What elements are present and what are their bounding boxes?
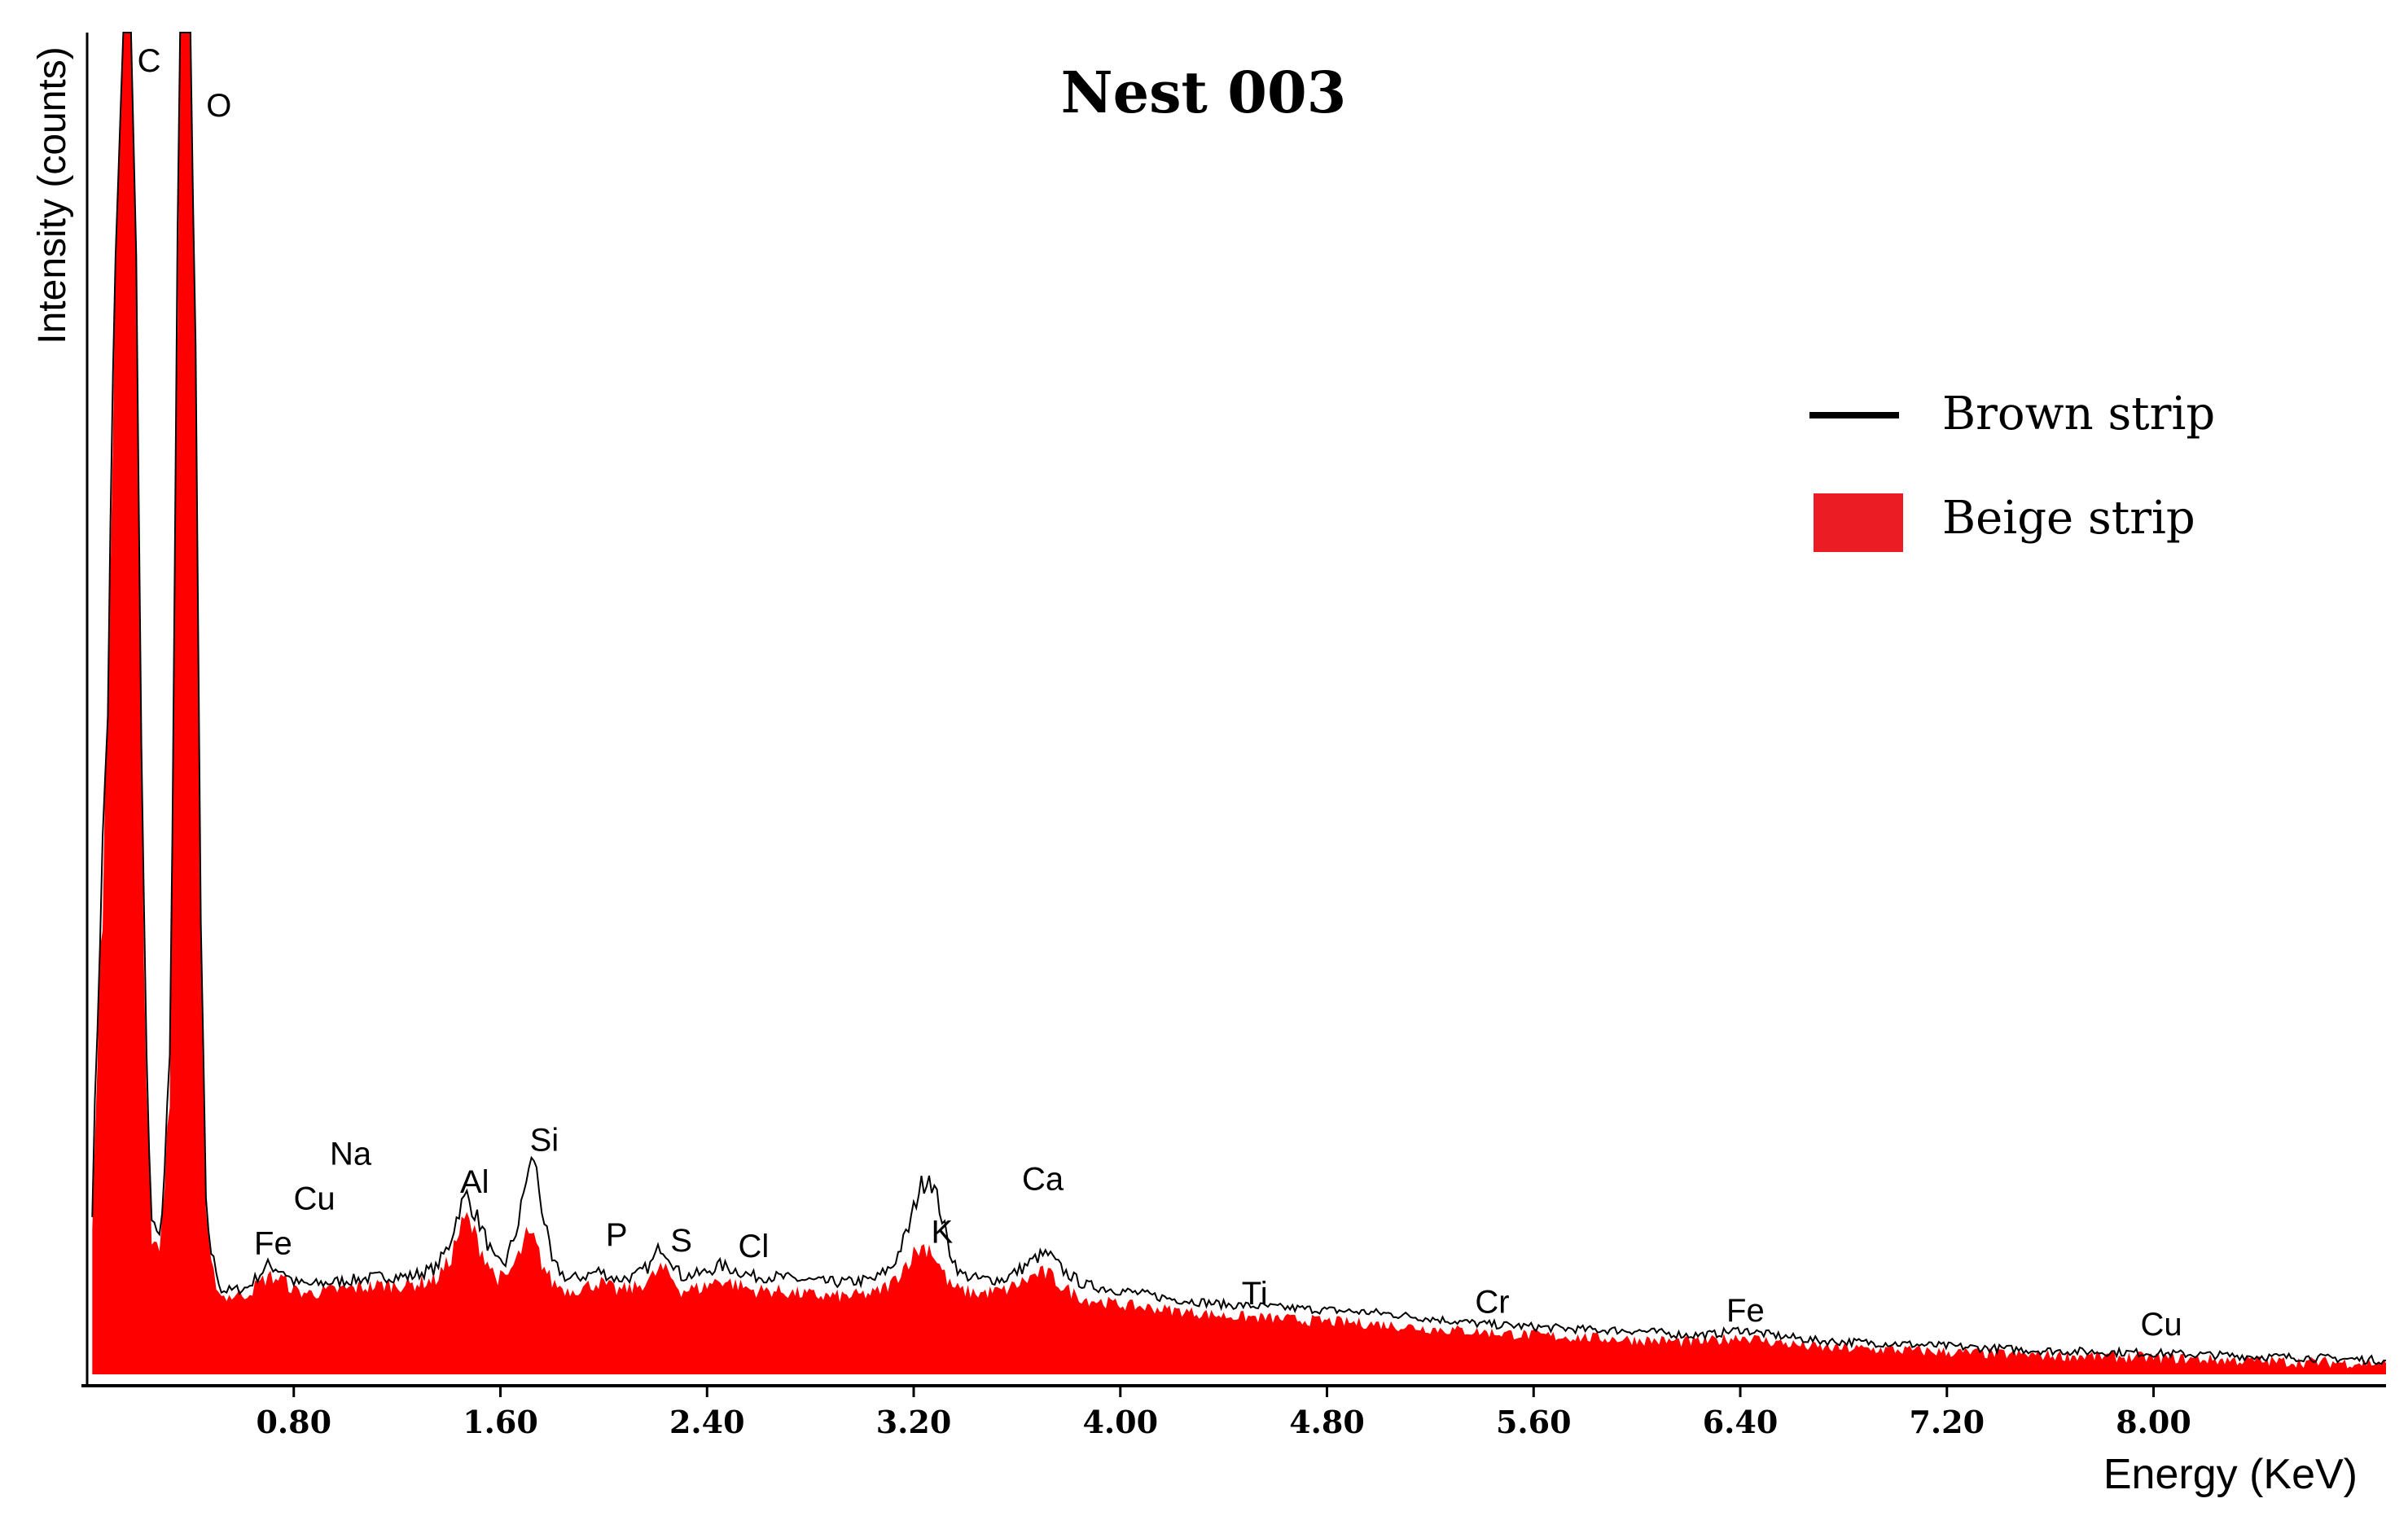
legend: Brown strip Beige strip xyxy=(1809,388,2215,552)
series-area-beige-strip xyxy=(92,33,2386,1374)
peak-label-ti: Ti xyxy=(1242,1276,1268,1312)
y-axis-label: Intensity (counts) xyxy=(31,46,74,344)
peak-label-o: O xyxy=(206,88,231,124)
x-tick-label: 3.20 xyxy=(876,1404,952,1440)
brown-strip-line-layer xyxy=(91,32,2387,1365)
peak-label-ca: Ca xyxy=(1022,1161,1064,1197)
peak-label-p: P xyxy=(606,1217,628,1253)
x-tick-layer: 0.80 1.60 2.40 3.20 4.00 4.80 5.60 6.40 7.20 8.00 xyxy=(256,1386,2191,1440)
x-tick-label: 7.20 xyxy=(1909,1404,1985,1440)
legend-swatch-beige-strip xyxy=(1814,493,1903,552)
peak-label-k: K xyxy=(932,1215,954,1251)
x-tick-label: 8.00 xyxy=(2116,1404,2191,1440)
x-tick-label: 2.40 xyxy=(669,1404,745,1440)
peak-label-cl: Cl xyxy=(738,1229,769,1264)
peak-label-na: Na xyxy=(330,1137,372,1172)
peak-label-c: C xyxy=(138,43,161,79)
x-tick-label: 4.80 xyxy=(1289,1404,1365,1440)
peak-label-al: Al xyxy=(460,1164,489,1200)
peak-label-si: Si xyxy=(530,1122,559,1158)
peak-label-fe: Fe xyxy=(1726,1293,1765,1329)
series-line-brown-strip xyxy=(91,32,2387,1365)
legend-label-brown-strip: Brown strip xyxy=(1942,388,2215,440)
x-axis-label: Energy (KeV) xyxy=(2103,1451,2358,1498)
legend-label-beige-strip: Beige strip xyxy=(1942,492,2195,545)
peak-label-cu: Cu xyxy=(2140,1307,2182,1343)
x-tick-label: 0.80 xyxy=(256,1404,331,1440)
peak-label-cr: Cr xyxy=(1475,1284,1509,1320)
x-tick-label: 6.40 xyxy=(1703,1404,1779,1440)
x-tick-label: 5.60 xyxy=(1496,1404,1572,1440)
chart-title: Nest 003 xyxy=(1061,59,1347,126)
beige-strip-area-layer xyxy=(92,33,2386,1374)
peak-label-fe: Fe xyxy=(254,1225,292,1261)
peak-label-s: S xyxy=(670,1223,692,1259)
x-tick-label: 1.60 xyxy=(463,1404,538,1440)
peak-label-cu: Cu xyxy=(294,1181,336,1216)
x-tick-label: 4.00 xyxy=(1082,1404,1158,1440)
